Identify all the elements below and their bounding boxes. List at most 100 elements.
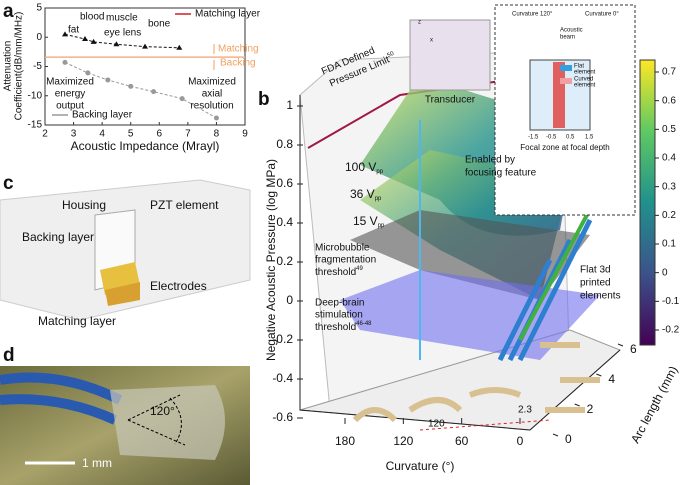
x-tick-label: 3 (71, 129, 77, 140)
annotation: eye lens (104, 28, 141, 39)
z-tick-label: 0.8 (276, 137, 293, 151)
transducer-label: Transducer (425, 95, 476, 106)
floor-label: 120 (428, 419, 445, 430)
x-axis-label: Acoustic Impedance (Mrayl) (71, 139, 220, 153)
z-tick-label: 1 (286, 98, 293, 112)
point (105, 77, 111, 83)
callout: Enabled by (465, 155, 515, 166)
superscript: 49 (356, 266, 363, 272)
axis-frame (529, 349, 621, 431)
label: Electrodes (150, 279, 207, 293)
note: Maximized (46, 77, 94, 88)
y-tick-label: -5 (33, 61, 42, 72)
callout: elements (580, 291, 621, 302)
x-tick-label: 5 (128, 129, 134, 140)
legend-entry: element (574, 70, 596, 76)
callout: Flat 3d (580, 265, 611, 276)
legend-entry: Flat (574, 64, 584, 70)
legend-entry: Curved (574, 77, 593, 83)
label: Backing layer (22, 230, 94, 244)
inset-legend-swatch (560, 78, 572, 84)
inset-tick: 1.5 (585, 135, 594, 141)
inset-legend-swatch (560, 65, 572, 71)
device (110, 385, 225, 460)
legend-entry: Matching layer (195, 9, 261, 20)
colorbar (639, 59, 656, 346)
annotation: bone (148, 19, 171, 30)
z-tick-label: 0.6 (276, 176, 293, 190)
transducer-image (409, 19, 491, 91)
y-tick (617, 343, 624, 347)
matching-layer (105, 282, 140, 306)
threshold-label: stimulation (315, 310, 363, 321)
annotation: muscle (106, 13, 138, 24)
point (142, 43, 148, 49)
text: 36 V (350, 187, 375, 201)
y-tick (552, 433, 559, 437)
colorbar-tick-label: 0.5 (662, 124, 676, 135)
note: output (56, 101, 84, 112)
point (176, 44, 183, 50)
point (113, 41, 120, 47)
panel-a: Acoustic Impedance (Mrayl) Attenuation C… (3, 3, 261, 154)
note: axial (202, 89, 223, 100)
x-tick-label: 7 (185, 129, 191, 140)
voltage-label: 100 Vpp (345, 160, 384, 174)
colorbar-tick-label: -0.2 (662, 325, 680, 336)
z-tick-label: -0.4 (272, 371, 293, 385)
z-tick-label: 0 (286, 293, 293, 307)
label: Housing (62, 198, 106, 212)
point (62, 59, 68, 65)
panel-c: Housing PZT element Backing layer Electr… (0, 179, 251, 328)
point (151, 89, 157, 95)
annotation: blood (80, 12, 104, 23)
y-tick-label: 0 (36, 32, 42, 43)
colorbar-tick-label: 0.3 (662, 181, 676, 192)
x-tick-label: 6 (157, 129, 163, 140)
inset-axis: z (418, 20, 421, 26)
x-tick-label: 0 (517, 434, 524, 448)
y-axis-label: Coefficient(dB/mm/MHz) (14, 12, 25, 121)
y-tick-label: -10 (28, 90, 43, 101)
callout: focusing feature (465, 168, 537, 179)
y-axis-label: Arc length (mm) (628, 364, 680, 446)
panel-letter: a (3, 1, 14, 22)
note: resolution (190, 101, 233, 112)
text: 100 V (345, 160, 376, 174)
superscript: 50 (386, 50, 395, 58)
z-tick-label: -0.6 (272, 410, 293, 424)
threshold-label: fragmentation (315, 255, 376, 266)
series-line (64, 33, 180, 49)
inset-caption: Focal zone at focal depth (520, 143, 609, 152)
panel-letter: c (3, 173, 14, 194)
panel-b: FDA Defined Pressure Limit50 100 Vpp 36 … (264, 4, 680, 473)
y-tick-label: 0 (565, 432, 572, 446)
panel-letter: d (3, 345, 15, 366)
y-tick-label: 2 (587, 402, 594, 416)
superscript: 46-48 (356, 321, 372, 327)
z-tick-label: -0.2 (272, 332, 293, 346)
inset-tick: -1.5 (528, 135, 539, 141)
inset-tick: 0.5 (566, 135, 575, 141)
subscript: pp (375, 196, 382, 202)
colorbar-tick-label: 0.2 (662, 210, 676, 221)
point (179, 96, 185, 102)
cable (0, 372, 123, 425)
colorbar-tick-label: 0.6 (662, 95, 676, 106)
floor-label: 2.3 (518, 405, 532, 416)
x-axis-label: Curvature (°) (386, 459, 455, 473)
point (85, 70, 91, 76)
axis-frame (299, 95, 531, 431)
label: PZT element (150, 198, 219, 212)
note: Maximized (188, 77, 236, 88)
point (213, 115, 219, 121)
voltage-label: 36 Vpp (350, 187, 382, 201)
colorbar-tick-label: 0.1 (662, 239, 676, 250)
text: threshold (315, 322, 356, 333)
point (90, 38, 97, 44)
inset-text: Acoustic (560, 28, 583, 34)
point (62, 31, 68, 37)
colorbar-tick-label: -0.1 (662, 296, 680, 307)
